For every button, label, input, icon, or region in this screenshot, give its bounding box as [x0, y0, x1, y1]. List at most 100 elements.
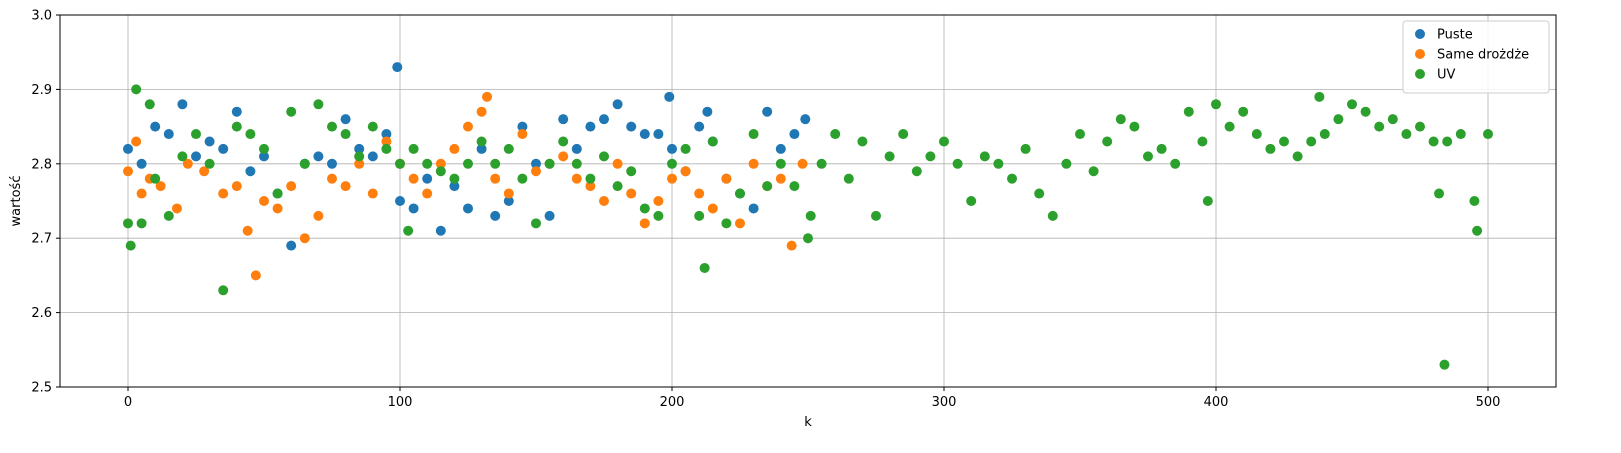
- data-point-series-2: [544, 158, 555, 169]
- data-point-series-0: [476, 143, 487, 154]
- data-point-series-0: [531, 158, 541, 169]
- y-tick-label: 2.5: [31, 381, 52, 396]
- data-point-series-2: [1202, 196, 1213, 206]
- data-point-series-0: [517, 121, 528, 132]
- data-point-series-2: [490, 158, 501, 169]
- data-point-series-0: [327, 158, 337, 169]
- data-point-series-2: [775, 158, 786, 169]
- data-point-series-0: [626, 121, 637, 132]
- data-point-series-0: [694, 121, 705, 132]
- data-point-series-2: [939, 136, 949, 147]
- data-point-series-1: [626, 188, 637, 199]
- data-point-series-2: [125, 240, 136, 251]
- data-point-series-2: [204, 158, 215, 169]
- data-point-series-2: [1415, 121, 1425, 132]
- data-point-series-0: [204, 136, 215, 147]
- data-point-series-2: [1156, 143, 1167, 154]
- data-point-series-2: [218, 285, 229, 296]
- data-point-series-2: [1034, 188, 1045, 199]
- data-point-series-1: [612, 158, 623, 169]
- data-point-series-0: [354, 143, 365, 154]
- data-point-series-0: [463, 203, 473, 214]
- data-point-series-2: [952, 158, 963, 169]
- data-point-series-1: [171, 203, 182, 214]
- data-point-series-0: [392, 62, 403, 73]
- data-point-series-1: [131, 136, 142, 147]
- data-point-series-2: [1279, 136, 1289, 147]
- data-point-series-2: [805, 210, 816, 221]
- data-point-series-0: [150, 121, 161, 132]
- data-point-series-2: [1483, 129, 1493, 140]
- data-point-series-2: [1306, 136, 1317, 147]
- data-point-series-2: [463, 158, 473, 169]
- data-point-series-0: [571, 143, 582, 154]
- data-point-series-0: [490, 210, 501, 221]
- y-axis-label: wartość: [9, 176, 24, 227]
- data-point-series-1: [422, 188, 433, 199]
- x-tick-label: 400: [1204, 395, 1229, 410]
- data-point-series-2: [1374, 121, 1385, 132]
- data-point-series-2: [340, 129, 351, 140]
- data-point-series-2: [843, 173, 854, 184]
- legend-marker: [1415, 29, 1425, 39]
- legend-label: UV: [1437, 68, 1456, 83]
- data-point-series-1: [786, 240, 797, 251]
- data-point-series-2: [884, 151, 895, 162]
- data-point-series-0: [702, 106, 713, 117]
- data-point-series-2: [667, 158, 677, 169]
- data-point-series-1: [449, 143, 460, 154]
- data-point-series-2: [1469, 196, 1480, 206]
- data-point-series-2: [1360, 106, 1371, 117]
- data-point-series-2: [286, 106, 297, 117]
- data-point-series-2: [1387, 114, 1398, 125]
- data-point-series-2: [1211, 99, 1221, 110]
- data-point-series-2: [408, 143, 419, 154]
- data-point-series-2: [558, 136, 569, 147]
- data-point-series-2: [1197, 136, 1208, 147]
- data-point-series-2: [1007, 173, 1017, 184]
- ticks-layer: 0 100 200 300 400 500 2.5 2.6 2.7 2.8 2.9 3.0: [31, 9, 1500, 411]
- data-point-series-1: [408, 173, 419, 184]
- data-point-series-1: [463, 121, 473, 132]
- data-point-series-2: [748, 129, 759, 140]
- data-point-series-2: [191, 129, 201, 140]
- data-point-series-2: [163, 210, 174, 221]
- data-point-series-2: [707, 136, 718, 147]
- data-point-series-2: [699, 262, 710, 273]
- data-point-series-2: [1428, 136, 1439, 147]
- x-tick-label: 300: [932, 395, 957, 410]
- data-point-series-2: [898, 129, 909, 140]
- data-point-series-2: [653, 210, 664, 221]
- data-point-series-2: [1115, 114, 1126, 125]
- data-point-series-2: [735, 188, 745, 199]
- data-point-series-0: [340, 114, 351, 125]
- data-point-series-0: [748, 203, 759, 214]
- data-point-series-1: [503, 188, 514, 199]
- data-point-series-1: [735, 218, 745, 229]
- data-point-series-1: [250, 270, 261, 281]
- data-point-series-2: [354, 151, 365, 162]
- data-point-series-1: [571, 173, 582, 184]
- data-point-series-2: [1347, 99, 1357, 110]
- data-point-series-2: [1020, 143, 1031, 154]
- data-point-series-1: [199, 166, 210, 177]
- data-point-series-1: [476, 106, 487, 117]
- data-point-series-2: [789, 181, 800, 192]
- data-point-series-2: [721, 218, 732, 229]
- data-point-series-2: [367, 121, 378, 132]
- data-point-series-2: [1061, 158, 1072, 169]
- legend-label: Same drożdże: [1437, 48, 1529, 63]
- data-point-series-0: [136, 158, 147, 169]
- data-point-series-2: [136, 218, 147, 229]
- grid-layer: [60, 14, 1556, 388]
- y-tick-label: 2.7: [31, 232, 52, 247]
- data-point-series-1: [367, 188, 378, 199]
- data-point-series-0: [286, 240, 297, 251]
- data-point-series-2: [830, 129, 841, 140]
- data-point-series-0: [789, 129, 800, 140]
- data-point-series-2: [449, 173, 460, 184]
- data-point-series-1: [680, 166, 691, 177]
- legend-label: Puste: [1437, 28, 1473, 43]
